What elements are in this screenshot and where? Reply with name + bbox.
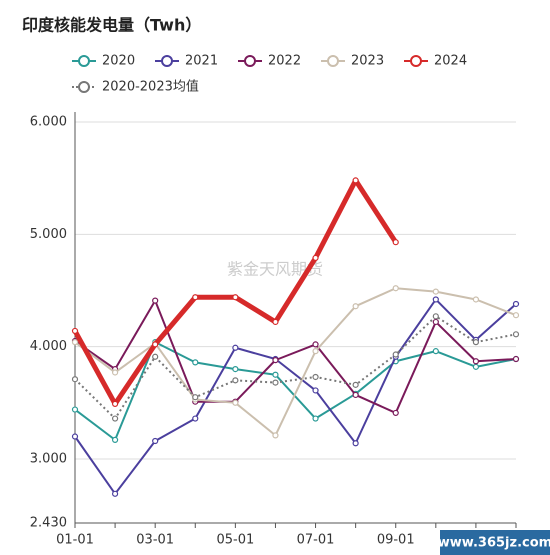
data-point <box>352 391 359 399</box>
x-tick-label: 09-01 <box>377 533 415 548</box>
data-point <box>152 437 159 445</box>
series-line <box>74 298 517 495</box>
data-point <box>272 371 279 378</box>
data-point <box>192 359 199 366</box>
data-point <box>111 415 119 422</box>
data-point <box>472 358 480 365</box>
watermark: 紫金天风期货 <box>227 260 323 279</box>
x-tick-label: 07-01 <box>297 533 335 548</box>
data-point <box>152 297 159 304</box>
data-point <box>272 379 279 386</box>
data-point <box>352 381 359 388</box>
data-point <box>432 288 439 295</box>
x-tick-label: 03-01 <box>136 533 174 548</box>
series-line <box>74 315 517 420</box>
data-point <box>192 394 199 401</box>
data-point <box>232 366 239 373</box>
data-point <box>71 433 79 440</box>
data-point <box>192 294 199 301</box>
data-point <box>312 348 319 355</box>
data-point <box>472 339 480 346</box>
y-tick-label: 6.000 <box>30 115 67 130</box>
data-point <box>232 399 239 406</box>
data-point <box>512 300 520 308</box>
data-point <box>472 296 480 303</box>
legend-marker <box>410 55 422 67</box>
x-tick-label: 05-01 <box>216 533 254 548</box>
data-point <box>152 353 159 360</box>
data-point <box>111 369 119 376</box>
data-point <box>272 318 279 326</box>
y-tick-label: 2.430 <box>30 516 67 531</box>
legend-label: 2021 <box>185 54 218 69</box>
data-point <box>312 341 319 348</box>
site-mark: www.365jz.com <box>438 536 550 551</box>
data-point <box>312 254 319 262</box>
legend-label: 2024 <box>434 54 467 69</box>
data-point <box>392 285 399 292</box>
legend-label: 2022 <box>268 54 301 69</box>
legend-marker <box>161 55 173 67</box>
site-badge <box>440 530 550 555</box>
y-tick-label: 5.000 <box>30 227 67 242</box>
data-point <box>71 376 79 383</box>
data-point <box>232 344 239 351</box>
legend-label: 2020-2023均值 <box>102 79 199 95</box>
data-point <box>432 348 439 355</box>
data-point <box>192 415 199 422</box>
data-point <box>392 409 399 417</box>
legend-marker <box>78 55 90 67</box>
data-point <box>352 303 359 310</box>
series-line <box>74 287 517 437</box>
data-point <box>111 436 119 443</box>
data-point <box>272 357 279 364</box>
legend-label: 2023 <box>351 54 384 69</box>
chart-title: 印度核能发电量（Twh） <box>22 16 201 35</box>
legend-marker <box>244 55 256 67</box>
data-point <box>272 432 279 439</box>
data-point <box>392 351 399 358</box>
y-tick-label: 4.000 <box>30 339 67 354</box>
legend-marker <box>327 55 339 67</box>
x-tick-label: 01-01 <box>56 533 94 548</box>
data-point <box>512 312 520 319</box>
data-point <box>312 387 319 394</box>
y-tick-label: 3.000 <box>30 451 67 466</box>
legend-label: 2020 <box>102 54 135 69</box>
data-point <box>512 355 520 363</box>
data-point <box>71 406 79 413</box>
data-point <box>71 327 79 335</box>
data-point <box>232 294 239 301</box>
data-point <box>232 377 239 384</box>
data-point <box>432 313 439 320</box>
data-point <box>312 373 319 381</box>
data-point <box>352 440 359 447</box>
data-point <box>71 339 79 346</box>
data-point <box>392 239 399 246</box>
data-point <box>111 400 119 408</box>
data-point <box>312 415 319 422</box>
data-point <box>152 341 159 348</box>
series-line <box>74 299 517 414</box>
data-point <box>352 177 359 184</box>
data-point <box>512 331 520 338</box>
data-point <box>472 363 480 370</box>
data-point <box>111 490 119 497</box>
legend-marker <box>78 81 90 93</box>
data-point <box>432 296 439 303</box>
data-point <box>432 318 439 326</box>
